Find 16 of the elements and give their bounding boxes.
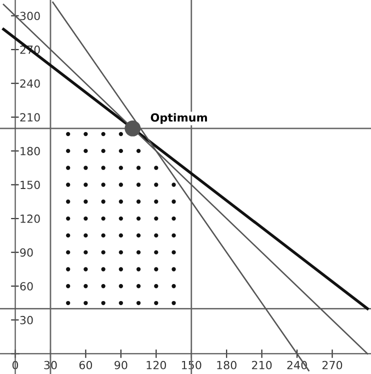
y-tick-label: 240 [20,79,40,88]
y-tick-label: 210 [20,113,40,122]
x-tick-label: 120 [146,360,166,370]
y-tick-label: 90 [20,248,33,257]
x-tick-label: 60 [79,360,92,370]
y-tick-label: 180 [20,146,40,156]
y-tick-label: 30 [20,316,33,324]
y-tick-label: 60 [20,282,33,291]
x-tick-label: 180 [217,360,236,370]
y-tick-label: 120 [20,214,40,223]
x-tick-label: 270 [322,360,342,370]
x-tick-label: 90 [114,360,128,370]
y-tick-label: 300 [20,12,40,20]
y-tick-label: 150 [20,180,40,190]
x-tick-label: 210 [252,360,272,370]
annotation: Optimum [150,113,207,124]
